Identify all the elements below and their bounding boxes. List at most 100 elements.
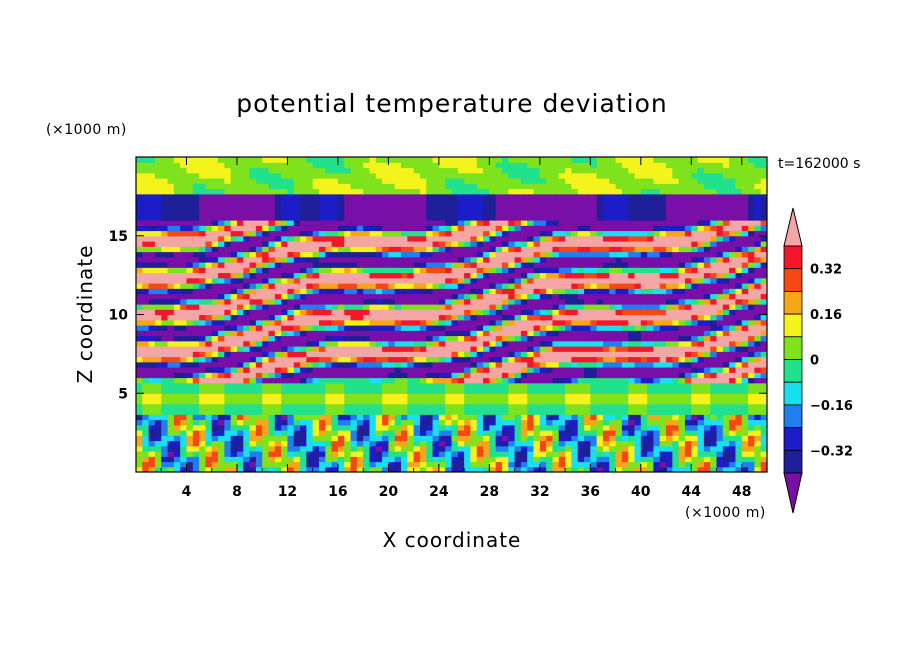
heatmap-cell [281, 230, 289, 237]
heatmap-cell [394, 445, 402, 452]
heatmap-cell [369, 351, 377, 358]
heatmap-cell [628, 382, 636, 389]
heatmap-cell [300, 414, 307, 421]
heatmap-cell [584, 309, 591, 316]
heatmap-cell [337, 235, 345, 242]
heatmap-cell [666, 414, 673, 421]
heatmap-cell [558, 403, 566, 410]
heatmap-cell [691, 241, 699, 247]
heatmap-cell [382, 367, 389, 373]
heatmap-cell [760, 430, 767, 436]
heatmap-cell [413, 209, 421, 216]
heatmap-cell [754, 466, 762, 472]
heatmap-cell [464, 283, 472, 289]
heatmap-cell [697, 372, 705, 379]
heatmap-cell [602, 403, 610, 410]
heatmap-cell [539, 456, 547, 463]
heatmap-cell [533, 241, 541, 247]
heatmap-cell [375, 377, 383, 384]
heatmap-cell [255, 220, 263, 226]
heatmap-cell [653, 256, 661, 263]
heatmap-cell [287, 414, 295, 421]
heatmap-cell [697, 414, 705, 421]
heatmap-cell [470, 466, 478, 472]
heatmap-cell [318, 283, 326, 289]
heatmap-cell [710, 256, 718, 263]
heatmap-cell [148, 430, 156, 436]
heatmap-cell [596, 272, 604, 279]
heatmap-cell [735, 325, 743, 331]
heatmap-cell [438, 293, 446, 300]
heatmap-cell [470, 440, 478, 447]
heatmap-cell [729, 241, 737, 247]
heatmap-cell [407, 409, 415, 415]
heatmap-cell [666, 209, 673, 216]
heatmap-cell [691, 314, 699, 321]
heatmap-cell [419, 235, 427, 242]
heatmap-cell [382, 293, 389, 300]
heatmap-cell [495, 256, 503, 263]
heatmap-cell [653, 309, 661, 316]
heatmap-cell [609, 304, 617, 310]
heatmap-cell [287, 461, 295, 468]
heatmap-cell [457, 298, 465, 305]
heatmap-cell [268, 267, 276, 274]
heatmap-cell [684, 430, 692, 436]
heatmap-cell [186, 272, 194, 279]
heatmap-cell [514, 277, 522, 284]
heatmap-cell [211, 456, 219, 463]
heatmap-cell [230, 356, 238, 363]
heatmap-cell [325, 440, 333, 447]
heatmap-cell [666, 461, 673, 468]
heatmap-cell [293, 461, 301, 468]
heatmap-cell [584, 330, 591, 337]
heatmap-cell [419, 325, 427, 331]
heatmap-cell [716, 230, 724, 237]
heatmap-cell [590, 346, 598, 352]
heatmap-cell [249, 435, 257, 442]
heatmap-cell [300, 419, 307, 426]
heatmap-cell [363, 382, 371, 389]
heatmap-cell [255, 377, 263, 384]
heatmap-cell [697, 361, 705, 368]
heatmap-cell [325, 214, 333, 221]
heatmap-cell [741, 414, 749, 421]
heatmap-cell [356, 346, 364, 352]
heatmap-cell [678, 283, 686, 289]
heatmap-cell [438, 241, 446, 247]
heatmap-cell [697, 388, 705, 394]
heatmap-cell [363, 283, 371, 289]
heatmap-cell [350, 340, 358, 347]
heatmap-cell [192, 382, 200, 389]
heatmap-cell [748, 241, 755, 247]
heatmap-cell [142, 283, 150, 289]
heatmap-cell [306, 445, 314, 452]
heatmap-cell [760, 398, 767, 405]
heatmap-cell [464, 230, 472, 237]
heatmap-cell [154, 372, 162, 379]
heatmap-cell [142, 403, 150, 410]
heatmap-cell [457, 451, 465, 457]
heatmap-cell [331, 235, 339, 242]
heatmap-cell [192, 440, 200, 447]
heatmap-cell [678, 388, 686, 394]
heatmap-cell [584, 262, 591, 268]
heatmap-cell [602, 466, 610, 472]
heatmap-cell [331, 309, 339, 316]
heatmap-cell [318, 314, 326, 321]
heatmap-cell [312, 409, 320, 415]
heatmap-cell [401, 214, 408, 221]
heatmap-cell [394, 367, 402, 373]
heatmap-cell [457, 398, 465, 405]
heatmap-cell [552, 346, 560, 352]
heatmap-cell [325, 382, 333, 389]
heatmap-cell [388, 456, 396, 463]
heatmap-cell [659, 335, 667, 342]
heatmap-cell [173, 267, 181, 274]
heatmap-cell [287, 419, 295, 426]
heatmap-cell [628, 393, 636, 400]
heatmap-cell [218, 424, 225, 431]
heatmap-cell [413, 414, 421, 421]
heatmap-cell [628, 209, 636, 216]
heatmap-cell [255, 277, 263, 284]
